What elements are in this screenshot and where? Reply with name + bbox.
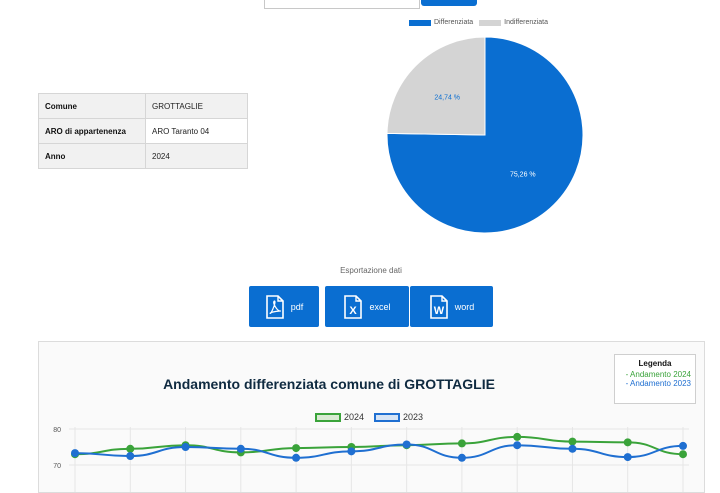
row-value: ARO Taranto 04 — [145, 118, 248, 144]
row-key: Anno — [38, 143, 146, 169]
data-point-2023[interactable] — [568, 444, 577, 453]
table-row: Comune GROTTAGLIE — [38, 93, 248, 119]
data-point-2024[interactable] — [292, 444, 301, 453]
word-file-icon: W — [429, 294, 448, 319]
pie-legend: Differenziata Indifferenziata — [409, 19, 548, 26]
chart-title: Andamento differenziata comune di GROTTA… — [163, 376, 495, 392]
legend-item-differenziata[interactable]: Differenziata — [409, 19, 473, 26]
info-table: Comune GROTTAGLIE ARO di appartenenza AR… — [38, 93, 248, 169]
export-word-label: word — [454, 301, 475, 312]
search-button[interactable] — [421, 0, 477, 6]
data-point-2023[interactable] — [181, 443, 190, 451]
pie-slice-label: 75,26 % — [510, 171, 536, 178]
series-legend-2023[interactable]: 2023 — [374, 412, 423, 422]
excel-file-icon: X — [344, 294, 363, 319]
data-point-2024[interactable] — [513, 432, 522, 441]
data-point-2024[interactable] — [568, 437, 577, 446]
data-point-2023[interactable] — [679, 441, 687, 450]
series-line-2023 — [74, 443, 684, 459]
data-point-2023[interactable] — [513, 441, 522, 450]
y-tick-label: 70 — [53, 463, 61, 470]
pdf-file-icon — [265, 294, 284, 319]
legend-box-item-2024: - Andamento 2024 — [625, 370, 691, 379]
data-point-2023[interactable] — [126, 452, 135, 460]
y-tick-label: 80 — [53, 427, 61, 434]
legend-box-title: Legenda — [638, 359, 672, 368]
export-pdf-button[interactable]: pdf — [249, 286, 319, 327]
pie-slice-indifferenziata[interactable] — [386, 36, 486, 136]
row-value: GROTTAGLIE — [145, 93, 248, 119]
pie-chart: 75,26 % 24,74 % — [386, 36, 584, 234]
table-row: Anno 2024 — [38, 143, 248, 169]
export-title: Esportazione dati — [340, 266, 402, 275]
data-point-2023[interactable] — [347, 447, 356, 456]
series-line-2024 — [74, 435, 684, 456]
row-key: Comune — [38, 93, 146, 119]
data-point-2024[interactable] — [126, 444, 135, 453]
row-value: 2024 — [145, 143, 248, 169]
data-point-2023[interactable] — [623, 453, 632, 462]
data-point-2023[interactable] — [71, 449, 79, 458]
legend-box-item-2023: - Andamento 2023 — [625, 379, 691, 388]
search-input[interactable] — [264, 0, 420, 9]
series-legend-2024[interactable]: 2024 — [315, 412, 364, 422]
data-point-2023[interactable] — [457, 453, 466, 462]
export-excel-button[interactable]: X excel — [325, 286, 409, 327]
line-chart: 70 80 — [53, 427, 689, 492]
line-chart-panel: Andamento differenziata comune di GROTTA… — [38, 341, 705, 493]
svg-text:W: W — [434, 305, 445, 317]
data-point-2024[interactable] — [623, 438, 632, 447]
svg-text:X: X — [350, 305, 358, 317]
pie-slice-label: 24,74 % — [434, 95, 460, 102]
data-point-2024[interactable] — [457, 439, 466, 448]
data-point-2023[interactable] — [236, 444, 245, 453]
data-point-2023[interactable] — [292, 453, 301, 462]
series-legend: 2024 2023 — [315, 412, 423, 422]
data-point-2023[interactable] — [402, 440, 411, 449]
legend-item-indifferenziata[interactable]: Indifferenziata — [479, 19, 548, 26]
export-word-button[interactable]: W word — [410, 286, 493, 327]
data-point-2024[interactable] — [679, 450, 687, 459]
row-key: ARO di appartenenza — [38, 118, 146, 144]
legend-box: Legenda - Andamento 2024 - Andamento 202… — [614, 354, 696, 404]
table-row: ARO di appartenenza ARO Taranto 04 — [38, 118, 248, 144]
export-pdf-label: pdf — [290, 301, 304, 312]
export-excel-label: excel — [369, 301, 391, 312]
